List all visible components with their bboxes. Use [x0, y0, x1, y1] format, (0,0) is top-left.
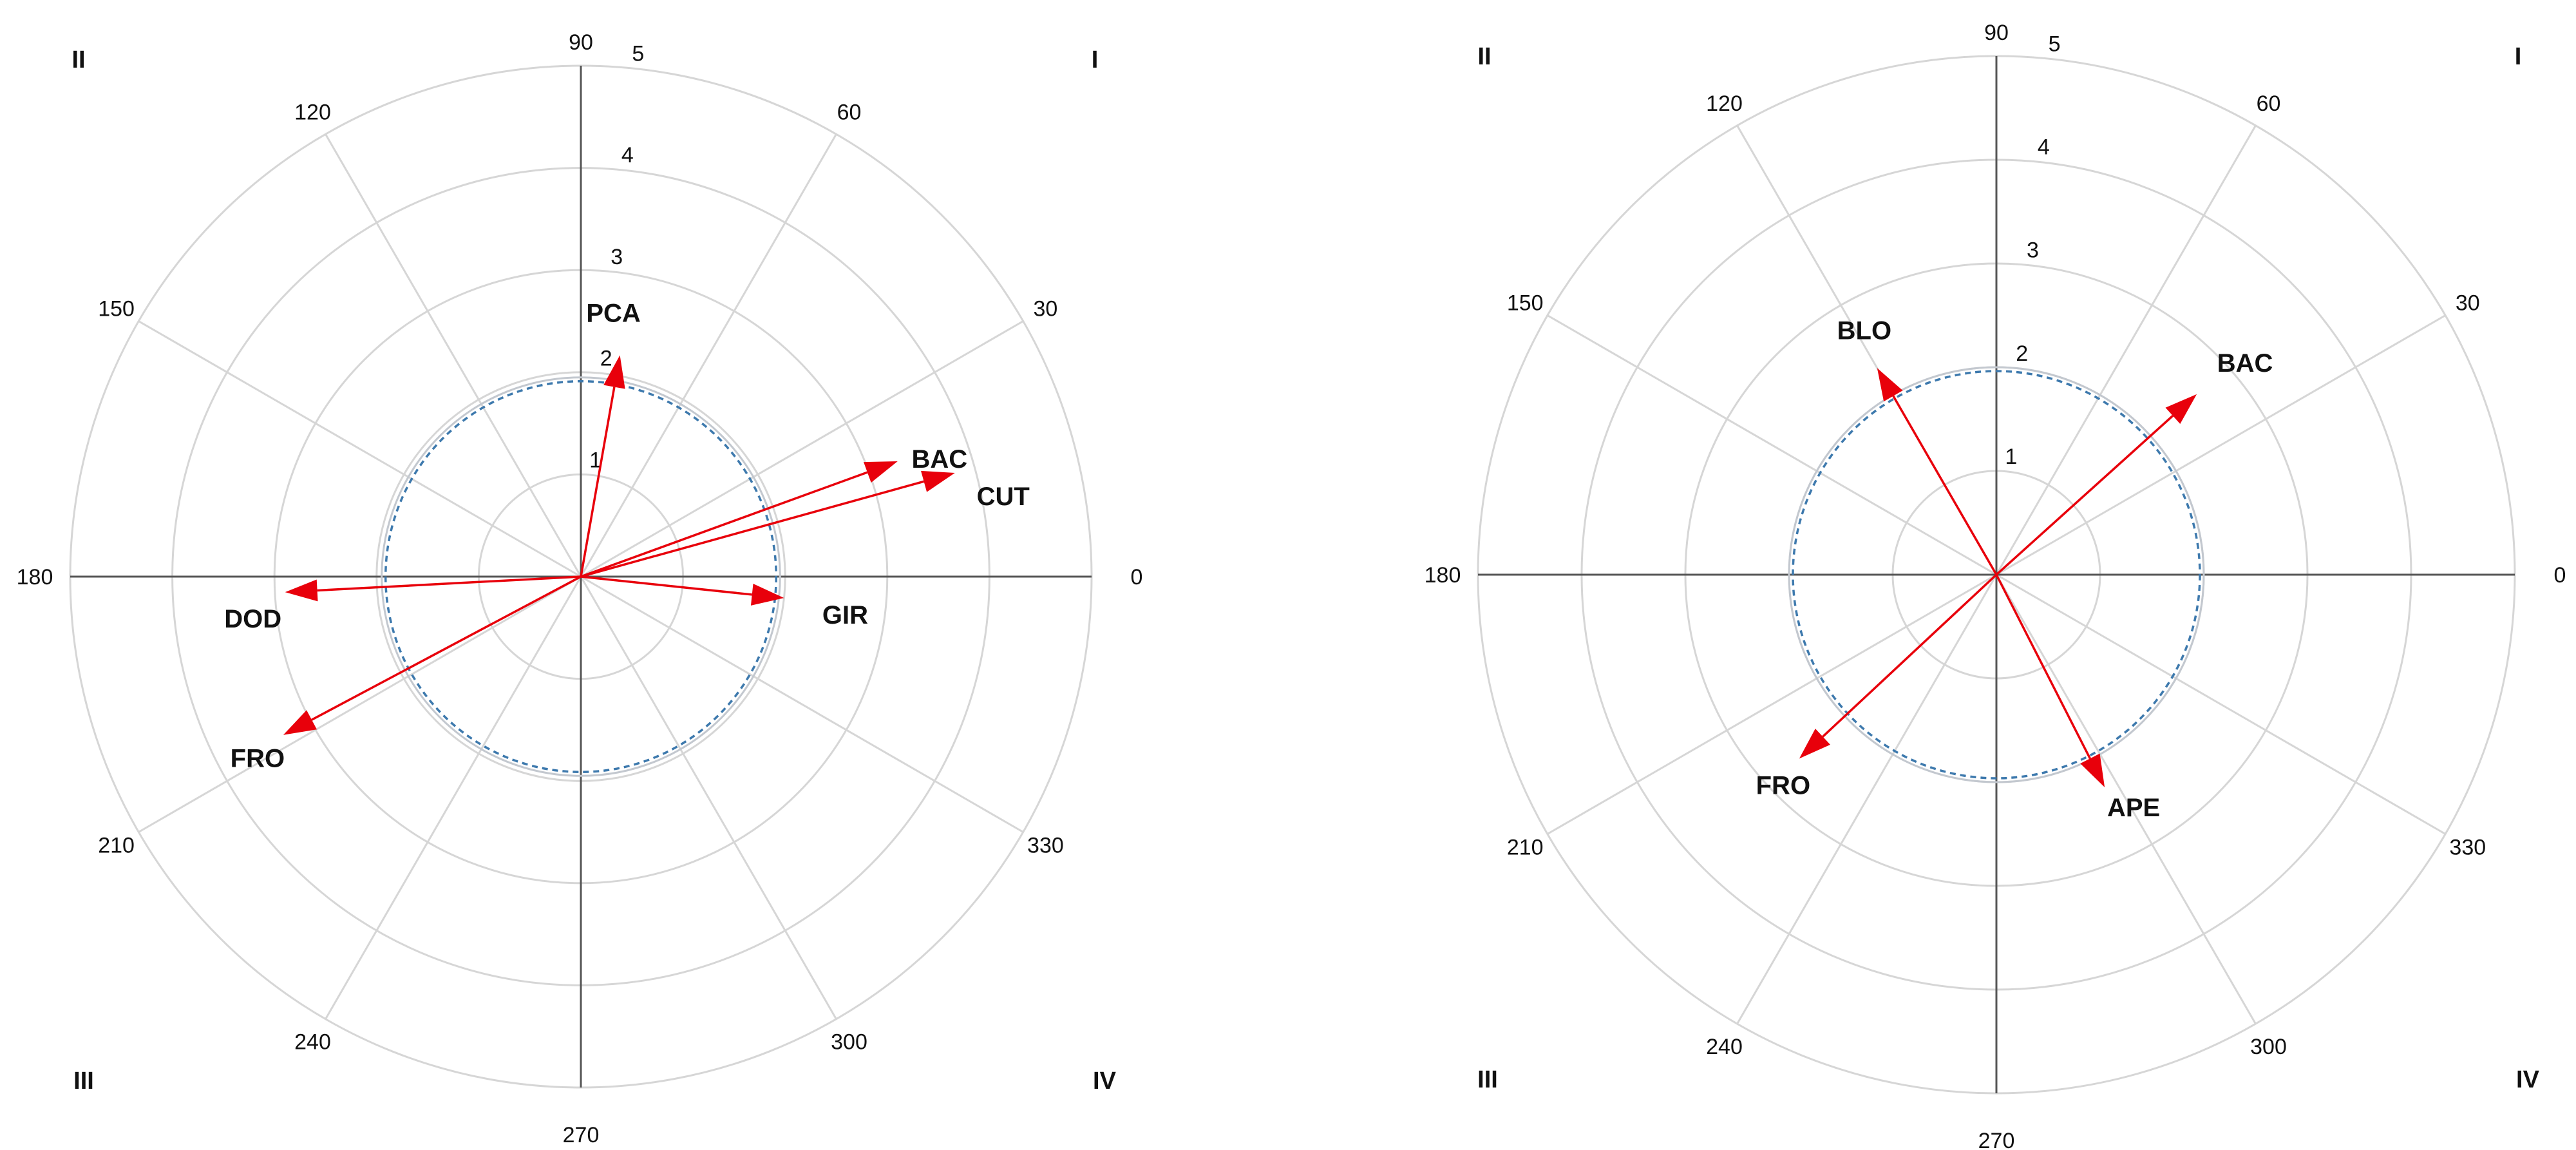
radial-tick-label: 3	[2027, 238, 2039, 263]
angle-tick-label: 330	[1027, 834, 1064, 858]
spoke-330	[1996, 573, 2446, 835]
spoke-330	[580, 575, 1024, 833]
vector-arrowhead-gir	[750, 584, 784, 606]
angle-tick-label: 120	[1706, 91, 1743, 116]
radial-tick-label: 3	[611, 245, 623, 269]
vector-label-pca: PCA	[586, 299, 640, 327]
angle-tick-label: 0	[2554, 563, 2566, 588]
angle-tick-label: 150	[1507, 291, 1544, 316]
angle-tick-label: 300	[831, 1030, 867, 1054]
angle-tick-label: 90	[1984, 21, 2009, 45]
spoke-120	[325, 133, 582, 577]
vector-arrowhead-bac	[2165, 394, 2197, 424]
angle-tick-label: 210	[98, 834, 135, 858]
spoke-150	[138, 320, 582, 578]
spoke-30	[1996, 314, 2446, 576]
vector-line-dod	[317, 575, 582, 592]
quadrant-label: II	[1477, 43, 1491, 70]
angle-tick-label: 330	[2449, 836, 2486, 860]
threshold-circle	[381, 376, 781, 777]
spoke-300	[580, 576, 837, 1020]
angle-tick-label: 60	[837, 101, 862, 125]
angle-tick-label: 300	[2250, 1035, 2287, 1059]
spoke-60	[1995, 125, 2257, 575]
vector-arrowhead-fro	[1799, 728, 1831, 759]
spoke-240	[325, 576, 582, 1020]
spoke-60	[580, 133, 837, 577]
angle-tick-label: 30	[1033, 297, 1057, 321]
angle-tick-label: 270	[563, 1123, 600, 1147]
angle-tick-label: 240	[294, 1030, 331, 1054]
angle-tick-label: 60	[2257, 91, 2281, 116]
vector-line-cut	[580, 480, 925, 578]
spoke-150	[1547, 314, 1997, 576]
spoke-210	[1547, 573, 1997, 835]
vector-arrowhead-dod	[285, 579, 318, 602]
vector-arrowhead-fro	[283, 710, 317, 735]
angle-tick-label: 180	[1425, 563, 1461, 588]
vector-arrowhead-bac	[864, 461, 898, 483]
quadrant-label: III	[73, 1068, 94, 1095]
quadrant-label: I	[1092, 46, 1099, 73]
radial-tick-label: 4	[2038, 135, 2050, 160]
spoke-210	[138, 575, 582, 833]
radial-tick-label: 2	[2016, 341, 2028, 366]
vector-label-fro: FRO	[1756, 771, 1810, 800]
vector-arrowhead-ape	[2080, 753, 2105, 787]
vector-line-fro	[311, 575, 582, 721]
vector-line-gir	[580, 575, 752, 596]
vector-line-blo	[1892, 395, 1998, 575]
radial-tick-label: 1	[589, 448, 601, 472]
angle-tick-label: 0	[1131, 565, 1143, 589]
angle-tick-label: 240	[1706, 1035, 1743, 1059]
radial-tick-label: 2	[600, 347, 612, 371]
radial-tick-label: 4	[621, 143, 634, 168]
angle-tick-label: 120	[294, 101, 331, 125]
vector-label-cut: CUT	[977, 483, 1030, 511]
vector-line-bac	[1995, 415, 2174, 576]
vector-label-blo: BLO	[1837, 316, 1891, 345]
vector-line-ape	[1995, 574, 2091, 760]
angle-tick-label: 180	[17, 565, 53, 589]
radial-tick-label: 1	[2005, 445, 2017, 469]
vector-label-bac: BAC	[2217, 349, 2273, 378]
angle-tick-label: 150	[98, 297, 135, 321]
vector-arrowhead-blo	[1877, 368, 1903, 402]
quadrant-label: IV	[2516, 1066, 2540, 1093]
quadrant-label: IV	[1093, 1068, 1117, 1095]
quadrant-label: I	[2515, 43, 2522, 70]
threshold-circle-dashed	[1792, 370, 2201, 780]
vector-label-bac: BAC	[911, 445, 967, 474]
spoke-300	[1995, 574, 2257, 1024]
quadrant-label: III	[1477, 1066, 1498, 1093]
quadrant-label: II	[71, 46, 85, 73]
vector-label-fro: FRO	[231, 745, 285, 773]
vector-label-gir: GIR	[822, 601, 868, 629]
angle-tick-label: 30	[2456, 291, 2480, 316]
vector-line-bac	[580, 471, 868, 578]
vector-arrowhead-pca	[603, 355, 625, 389]
spoke-240	[1736, 574, 1998, 1024]
vector-label-ape: APE	[2107, 794, 2160, 822]
vector-label-dod: DOD	[224, 605, 281, 633]
angle-tick-label: 90	[569, 30, 593, 55]
angle-tick-label: 270	[1978, 1129, 2015, 1150]
angle-tick-label: 210	[1507, 836, 1544, 860]
vector-line-pca	[580, 387, 616, 577]
radial-tick-label: 5	[2049, 32, 2061, 56]
vector-arrowhead-cut	[921, 470, 955, 492]
vector-line-fro	[1822, 573, 1998, 738]
threshold-circle-dashed	[384, 379, 778, 774]
radial-tick-label: 5	[632, 41, 644, 66]
threshold-circle	[1788, 366, 2205, 783]
spoke-30	[580, 320, 1024, 578]
